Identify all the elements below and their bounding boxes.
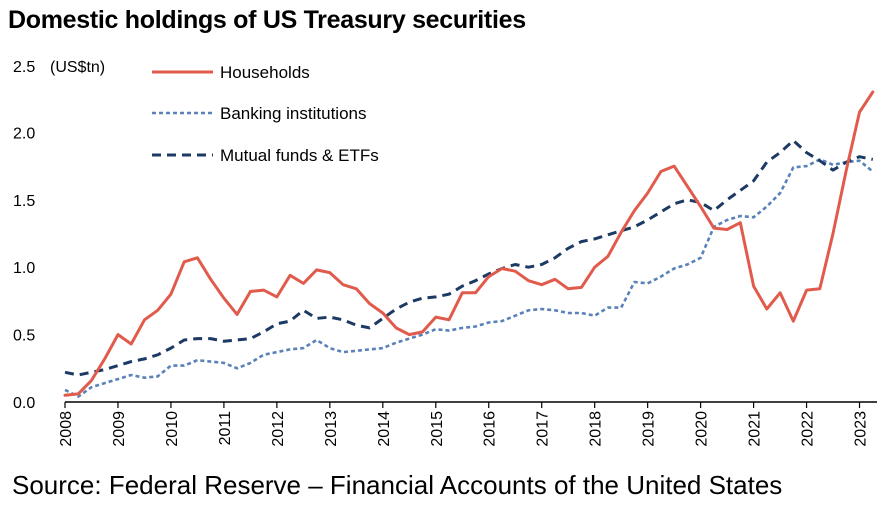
y-tick-label: 1.0 xyxy=(13,260,35,277)
x-tick-label: 2020 xyxy=(694,411,711,447)
series-lines xyxy=(63,90,875,398)
series-line-households xyxy=(63,90,875,397)
x-tick-label: 2021 xyxy=(747,411,764,447)
legend-label: Households xyxy=(220,63,310,82)
x-tick-label: 2012 xyxy=(270,411,287,447)
x-tick-label: 2010 xyxy=(164,411,181,447)
y-axis-label: (US$tn) xyxy=(50,59,105,76)
x-tick-labels: 2008 2009 2010 2011 2012 2013 2014 2015 2016 2017… xyxy=(58,411,870,447)
x-tick-label: 2017 xyxy=(535,411,552,447)
x-tick-label: 2014 xyxy=(376,411,393,447)
y-tick-label: 0.5 xyxy=(13,328,35,345)
legend: Households Banking institutions Mutual fun… xyxy=(152,63,379,165)
y-tick-label: 2.0 xyxy=(13,125,35,142)
x-tick-label: 2018 xyxy=(588,411,605,447)
legend-label: Mutual funds & ETFs xyxy=(220,146,379,165)
y-tick-label: 1.5 xyxy=(13,193,35,210)
x-tick-label: 2022 xyxy=(800,411,817,447)
series-line-mutual-funds-etfs xyxy=(64,139,874,377)
x-tick-label: 2019 xyxy=(641,411,658,447)
x-tick-label: 2013 xyxy=(323,411,340,447)
y-tick-label: 2.5 xyxy=(13,59,35,76)
x-tick-label: 2016 xyxy=(482,411,499,447)
axes xyxy=(64,401,877,408)
x-tick-label: 2015 xyxy=(429,411,446,447)
x-tick-label: 2008 xyxy=(58,411,75,447)
y-tick-label: 0.0 xyxy=(13,395,35,412)
x-tick-label: 2023 xyxy=(853,411,870,447)
x-tick-label: 2009 xyxy=(111,411,128,447)
legend-label: Banking institutions xyxy=(220,104,366,123)
y-tick-labels: 0.0 0.5 1.0 1.5 2.0 2.5 xyxy=(13,59,35,412)
chart-title: Domestic holdings of US Treasury securit… xyxy=(8,6,526,34)
series-line-banking-institutions xyxy=(64,158,874,398)
x-tick-label: 2011 xyxy=(217,411,234,446)
source-note: Source: Federal Reserve – Financial Acco… xyxy=(12,470,783,500)
